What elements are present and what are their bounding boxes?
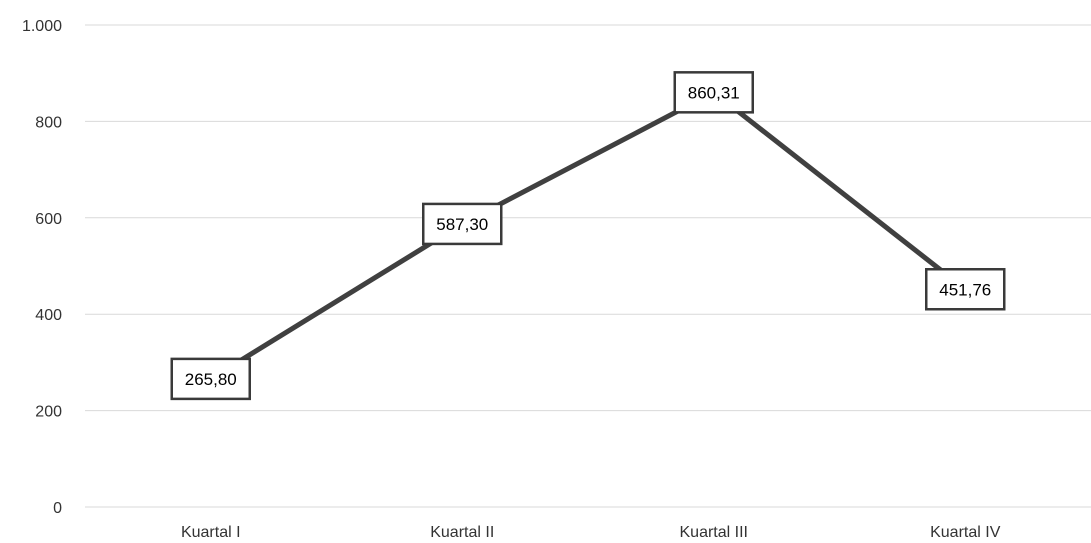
x-axis-tick-labels: Kuartal I Kuartal II Kuartal III Kuartal IV (181, 524, 1001, 541)
data-label: 587,30 (422, 202, 503, 246)
data-label-box (925, 268, 1006, 311)
y-axis-tick-labels: 0 200 400 600 800 1.000 (22, 18, 62, 517)
y-tick-label: 0 (53, 500, 62, 517)
y-tick-label: 200 (35, 404, 62, 421)
gridlines (85, 24, 1091, 508)
data-label: 860,31 (673, 71, 754, 114)
x-tick-label: Kuartal I (181, 524, 241, 541)
data-label: 265,80 (170, 357, 251, 401)
data-labels: 265,80 587,30 860,31 451,76 (170, 71, 1006, 401)
y-tick-label: 1.000 (22, 18, 62, 35)
y-tick-label: 800 (35, 114, 62, 131)
data-label-text: 587,30 (436, 215, 488, 234)
data-label: 451,76 (925, 268, 1006, 311)
series-lines (208, 89, 968, 382)
data-label-text: 451,76 (939, 280, 991, 299)
data-label-text: 265,80 (185, 370, 237, 389)
series-line (208, 89, 968, 382)
data-label-box (422, 202, 503, 246)
y-tick-label: 400 (35, 307, 62, 324)
x-tick-label: Kuartal IV (930, 524, 1001, 541)
data-label-text: 860,31 (688, 83, 740, 102)
data-label-box (170, 357, 251, 401)
y-tick-label: 600 (35, 211, 62, 228)
x-tick-label: Kuartal II (430, 524, 494, 541)
x-tick-label: Kuartal III (680, 524, 748, 541)
data-label-box (673, 71, 754, 114)
